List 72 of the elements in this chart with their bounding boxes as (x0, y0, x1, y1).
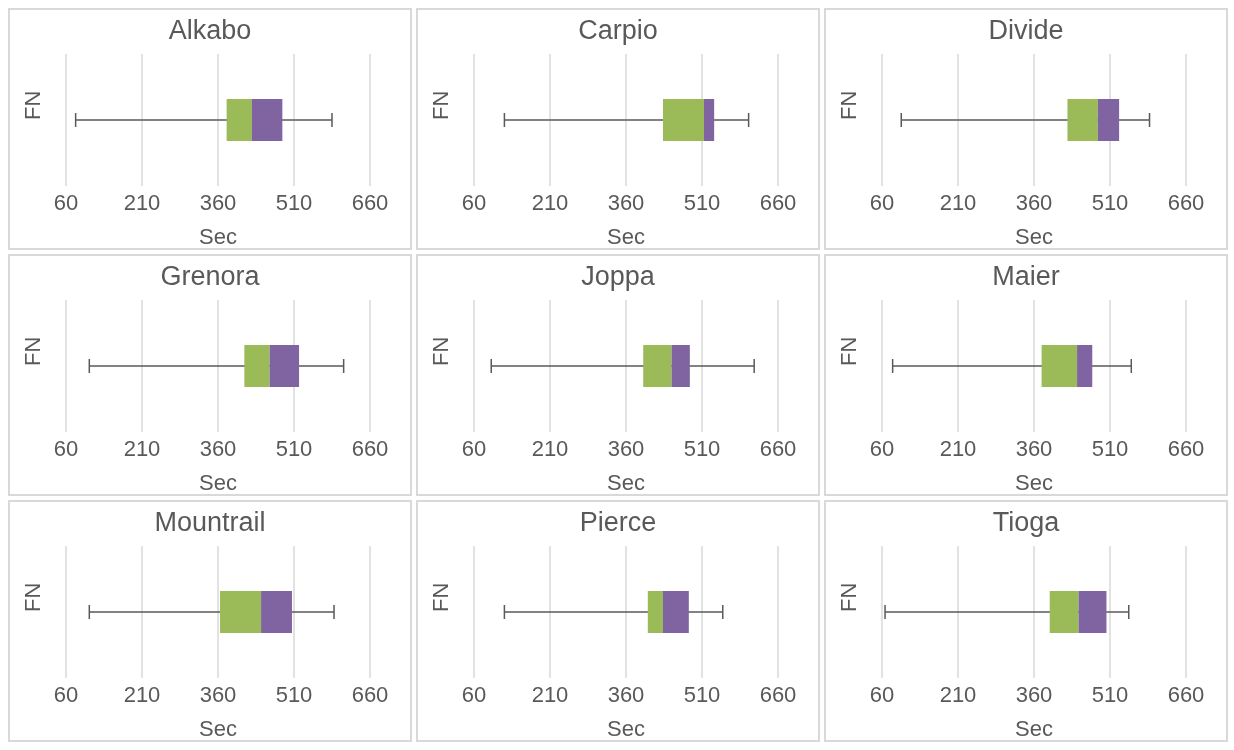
x-tick-label: 210 (531, 435, 569, 461)
x-tick-label: 660 (351, 435, 389, 461)
x-tick-label: 360 (607, 189, 645, 215)
x-axis-title: Sec (199, 470, 237, 495)
x-tick-label: 660 (1167, 435, 1205, 461)
x-tick-label: 510 (683, 435, 721, 461)
x-tick-label: 360 (199, 681, 237, 707)
x-axis-title: Sec (199, 224, 237, 249)
x-tick-label: 360 (1015, 189, 1053, 215)
x-tick-label: 210 (123, 681, 161, 707)
x-tick-label: 360 (607, 681, 645, 707)
x-tick-label: 60 (53, 189, 79, 215)
x-tick-label: 510 (275, 435, 313, 461)
x-tick-label: 660 (1167, 681, 1205, 707)
chart-title: Joppa (580, 260, 656, 293)
x-tick-label: 660 (759, 189, 797, 215)
chart-title: Grenora (159, 260, 261, 293)
x-tick-label: 210 (531, 189, 569, 215)
x-tick-label: 510 (683, 189, 721, 215)
x-tick-label: 210 (123, 435, 161, 461)
y-axis-title: FN (427, 90, 453, 120)
chart-title: Pierce (578, 506, 658, 539)
y-axis-title: FN (19, 90, 45, 120)
x-axis-title: Sec (607, 470, 645, 495)
y-axis-title: FN (835, 90, 861, 120)
x-tick-label: 360 (199, 435, 237, 461)
x-axis-title: Sec (199, 716, 237, 741)
chart-title: Mountrail (153, 506, 267, 539)
y-axis-title: FN (835, 336, 861, 366)
x-axis-title: Sec (1015, 224, 1053, 249)
x-tick-label: 660 (759, 681, 797, 707)
x-tick-label: 360 (607, 435, 645, 461)
y-axis-title: FN (19, 582, 45, 612)
x-tick-label: 360 (199, 189, 237, 215)
x-axis-title: Sec (1015, 716, 1053, 741)
x-tick-label: 60 (53, 681, 79, 707)
x-tick-label: 360 (1015, 435, 1053, 461)
x-tick-label: 660 (1167, 189, 1205, 215)
chart-title: Alkabo (167, 14, 253, 47)
x-tick-label: 60 (869, 189, 895, 215)
y-axis-title: FN (835, 582, 861, 612)
x-tick-label: 510 (1091, 435, 1129, 461)
y-axis-title: FN (19, 336, 45, 366)
x-tick-label: 510 (1091, 681, 1129, 707)
x-axis-title: Sec (1015, 470, 1053, 495)
chart-title: Maier (991, 260, 1061, 293)
y-axis-title: FN (427, 582, 453, 612)
x-tick-label: 510 (275, 189, 313, 215)
x-axis-title: Sec (607, 224, 645, 249)
x-tick-label: 60 (461, 681, 487, 707)
x-tick-label: 210 (123, 189, 161, 215)
x-tick-label: 60 (461, 189, 487, 215)
x-tick-label: 210 (939, 681, 977, 707)
x-tick-label: 60 (869, 681, 895, 707)
x-tick-label: 660 (351, 681, 389, 707)
x-tick-label: 210 (939, 435, 977, 461)
chart-title: Tioga (991, 506, 1061, 539)
x-tick-label: 510 (683, 681, 721, 707)
chart-title: Divide (987, 14, 1065, 47)
x-tick-label: 510 (1091, 189, 1129, 215)
chart-title: Carpio (577, 14, 659, 47)
x-tick-label: 210 (939, 189, 977, 215)
y-axis-title: FN (427, 336, 453, 366)
x-tick-label: 510 (275, 681, 313, 707)
x-tick-label: 210 (531, 681, 569, 707)
x-tick-label: 360 (1015, 681, 1053, 707)
x-tick-label: 60 (461, 435, 487, 461)
x-tick-label: 660 (351, 189, 389, 215)
x-tick-label: 60 (53, 435, 79, 461)
x-axis-title: Sec (607, 716, 645, 741)
x-tick-label: 660 (759, 435, 797, 461)
x-tick-label: 60 (869, 435, 895, 461)
